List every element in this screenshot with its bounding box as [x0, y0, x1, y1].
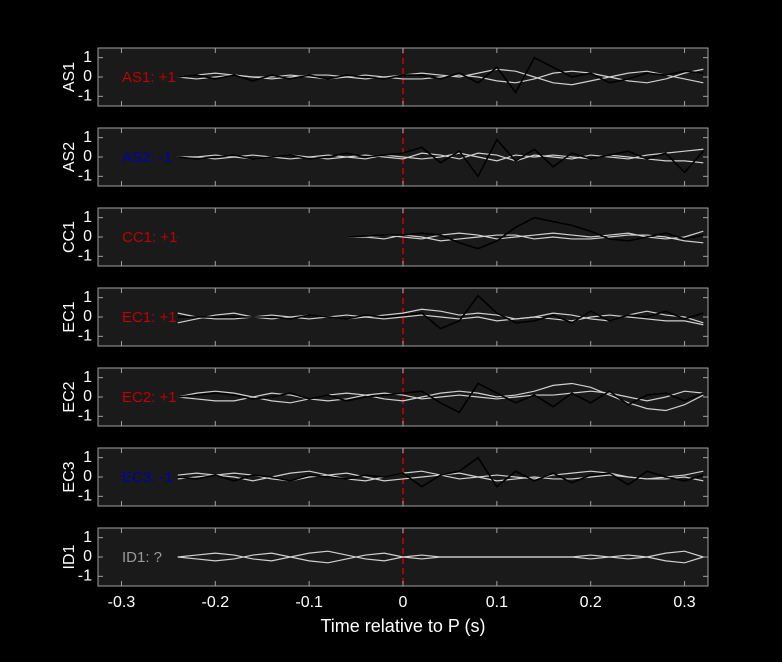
x-tick-label: 0.3	[673, 594, 695, 611]
annotation: EC3: -1	[122, 469, 173, 486]
trace	[177, 138, 704, 178]
y-tick-label: -1	[78, 248, 92, 265]
y-axis-label: EC1	[61, 301, 78, 332]
y-tick-label: 1	[83, 49, 92, 66]
y-tick-label: 1	[83, 529, 92, 546]
y-tick-label: 0	[83, 308, 92, 325]
x-axis-label: Time relative to P (s)	[320, 616, 485, 636]
annotation: AS1: +1	[122, 69, 176, 86]
y-tick-label: 1	[83, 369, 92, 386]
y-axis-label: ID1	[61, 544, 78, 569]
y-tick-label: -1	[78, 168, 92, 185]
y-tick-label: 0	[83, 388, 92, 405]
y-tick-label: 0	[83, 468, 92, 485]
x-tick-label: 0.1	[486, 594, 508, 611]
y-axis-label: CC1	[61, 221, 78, 253]
y-tick-label: 0	[83, 148, 92, 165]
y-axis-label: EC2	[61, 381, 78, 412]
y-axis-label: AS2	[61, 142, 78, 172]
y-tick-label: 0	[83, 228, 92, 245]
y-tick-label: -1	[78, 568, 92, 585]
annotation: ID1: ?	[122, 549, 162, 566]
y-tick-label: 1	[83, 449, 92, 466]
trace	[177, 216, 704, 250]
y-tick-label: -1	[78, 488, 92, 505]
trace	[177, 56, 704, 94]
x-tick-label: -0.3	[108, 594, 136, 611]
y-tick-label: 1	[83, 209, 92, 226]
x-tick-label: 0	[399, 594, 408, 611]
trace	[177, 382, 704, 414]
trace	[177, 456, 704, 488]
y-tick-label: -1	[78, 328, 92, 345]
trace	[177, 312, 704, 326]
annotation: CC1: +1	[122, 229, 177, 246]
trace	[177, 68, 704, 86]
y-tick-label: -1	[78, 88, 92, 105]
annotation: EC2: +1	[122, 389, 177, 406]
y-axis-label: EC3	[61, 461, 78, 492]
plot-area	[98, 368, 708, 426]
y-tick-label: 0	[83, 68, 92, 85]
trace	[177, 390, 704, 402]
y-tick-label: 1	[83, 289, 92, 306]
x-tick-label: -0.2	[202, 594, 230, 611]
y-tick-label: 1	[83, 129, 92, 146]
trace	[177, 294, 704, 330]
y-axis-label: AS1	[61, 62, 78, 92]
y-tick-label: -1	[78, 408, 92, 425]
annotation: EC1: +1	[122, 309, 177, 326]
trace	[177, 382, 704, 412]
x-tick-label: -0.1	[295, 594, 323, 611]
plot-area	[98, 48, 708, 106]
annotation: AS2: -1	[122, 149, 172, 166]
trace	[177, 152, 704, 164]
y-tick-label: 0	[83, 548, 92, 565]
trace	[177, 552, 704, 564]
x-tick-label: 0.2	[580, 594, 602, 611]
